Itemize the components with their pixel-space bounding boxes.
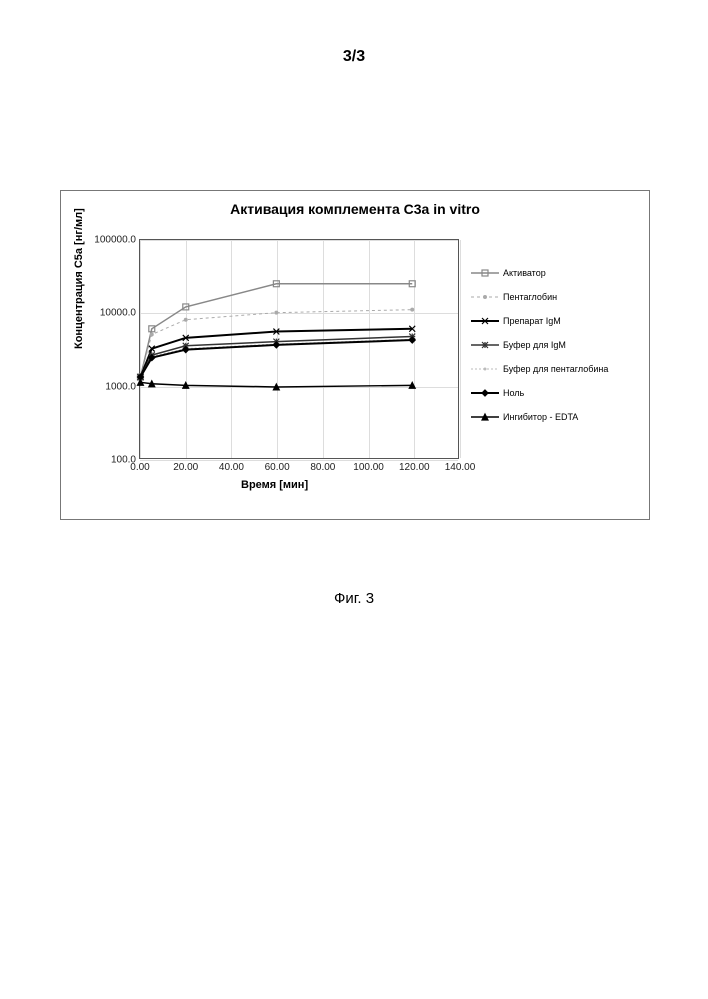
page-number: 3/3 — [0, 0, 708, 66]
legend-item: Ноль — [471, 381, 643, 405]
y-tick-label: 10000.0 — [100, 308, 136, 319]
figure-caption: Фиг. 3 — [0, 590, 708, 607]
legend-swatch-svg — [471, 339, 499, 351]
legend-swatch-svg — [471, 315, 499, 327]
chart-title: Активация комплемента C3a in vitro — [61, 201, 649, 217]
x-tick-label: 40.00 — [219, 462, 244, 473]
series-marker — [149, 381, 155, 387]
legend-item: Препарат IgM — [471, 309, 643, 333]
legend-item: Буфер для пентаглобина — [471, 357, 643, 381]
chart-frame: Активация комплемента C3a in vitro Конце… — [60, 190, 650, 520]
series-marker — [183, 382, 189, 388]
x-tick-label: 120.00 — [399, 462, 430, 473]
page-root: 3/3 Активация комплемента C3a in vitro К… — [0, 0, 708, 999]
legend-swatch-svg — [471, 291, 499, 303]
legend-swatch — [471, 267, 499, 279]
series-marker — [150, 333, 154, 337]
legend: Активатор Пентаглобин Препарат IgM Буфер дл… — [471, 261, 643, 429]
y-tick-label: 1000.0 — [105, 381, 136, 392]
x-tick-label: 0.00 — [130, 462, 149, 473]
grid-line-h — [140, 460, 458, 461]
legend-label: Препарат IgM — [503, 316, 561, 326]
legend-swatch — [471, 363, 499, 375]
legend-label: Пентаглобин — [503, 292, 557, 302]
legend-swatch — [471, 339, 499, 351]
legend-label: Ноль — [503, 388, 524, 398]
x-tick-label: 20.00 — [173, 462, 198, 473]
legend-label: Активатор — [503, 268, 546, 278]
legend-label: Буфер для IgM — [503, 340, 566, 350]
x-tick-label: 80.00 — [310, 462, 335, 473]
legend-label: Ингибитор - EDTA — [503, 412, 578, 422]
y-tick-label: 100000.0 — [94, 235, 136, 246]
series-line — [140, 329, 412, 377]
legend-swatch-svg — [471, 363, 499, 375]
legend-swatch — [471, 315, 499, 327]
series-marker — [184, 318, 188, 322]
legend-item: Буфер для IgM — [471, 333, 643, 357]
x-tick-label: 60.00 — [265, 462, 290, 473]
legend-swatch-svg — [471, 387, 499, 399]
legend-swatch — [471, 411, 499, 423]
x-tick-label: 100.00 — [353, 462, 384, 473]
series-marker — [273, 384, 279, 390]
legend-item: Активатор — [471, 261, 643, 285]
series-marker — [410, 308, 414, 312]
x-tick-label: 140.00 — [445, 462, 476, 473]
plot-area: 100.01000.010000.0100000.00.0020.0040.00… — [139, 239, 459, 459]
y-axis-label: Концентрация C5a [нг/мл] — [73, 208, 85, 349]
grid-line-v — [460, 240, 461, 458]
series-marker — [274, 311, 278, 315]
x-axis-label: Время [мин] — [241, 479, 308, 491]
legend-item: Ингибитор - EDTA — [471, 405, 643, 429]
legend-swatch-svg — [471, 267, 499, 279]
legend-swatch — [471, 387, 499, 399]
series-svg — [140, 240, 458, 458]
legend-swatch — [471, 291, 499, 303]
legend-item: Пентаглобин — [471, 285, 643, 309]
legend-swatch-svg — [471, 411, 499, 423]
legend-label: Буфер для пентаглобина — [503, 364, 608, 374]
series-marker — [409, 382, 415, 388]
